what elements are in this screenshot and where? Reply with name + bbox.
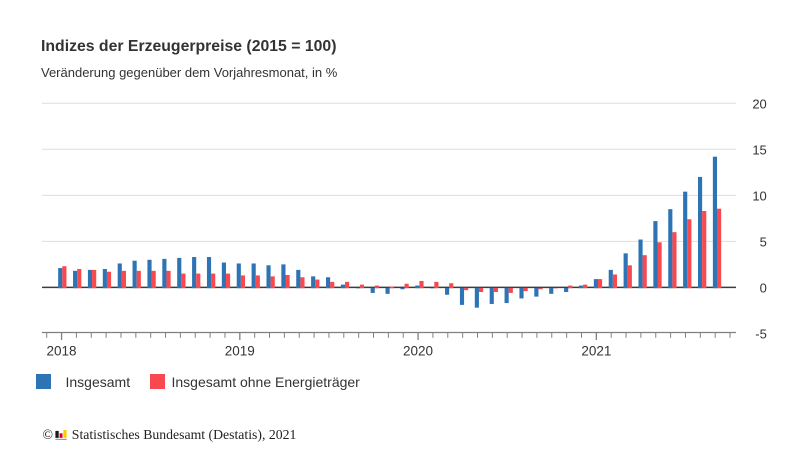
svg-text:20: 20 [752, 96, 766, 111]
svg-text:2021: 2021 [581, 343, 611, 358]
svg-text:5: 5 [760, 234, 767, 249]
svg-text:10: 10 [752, 188, 766, 203]
svg-text:-5: -5 [755, 326, 767, 341]
svg-text:2019: 2019 [225, 343, 255, 358]
svg-text:0: 0 [760, 280, 767, 295]
svg-text:2018: 2018 [47, 343, 77, 358]
svg-text:15: 15 [752, 142, 766, 157]
svg-text:2020: 2020 [403, 343, 433, 358]
